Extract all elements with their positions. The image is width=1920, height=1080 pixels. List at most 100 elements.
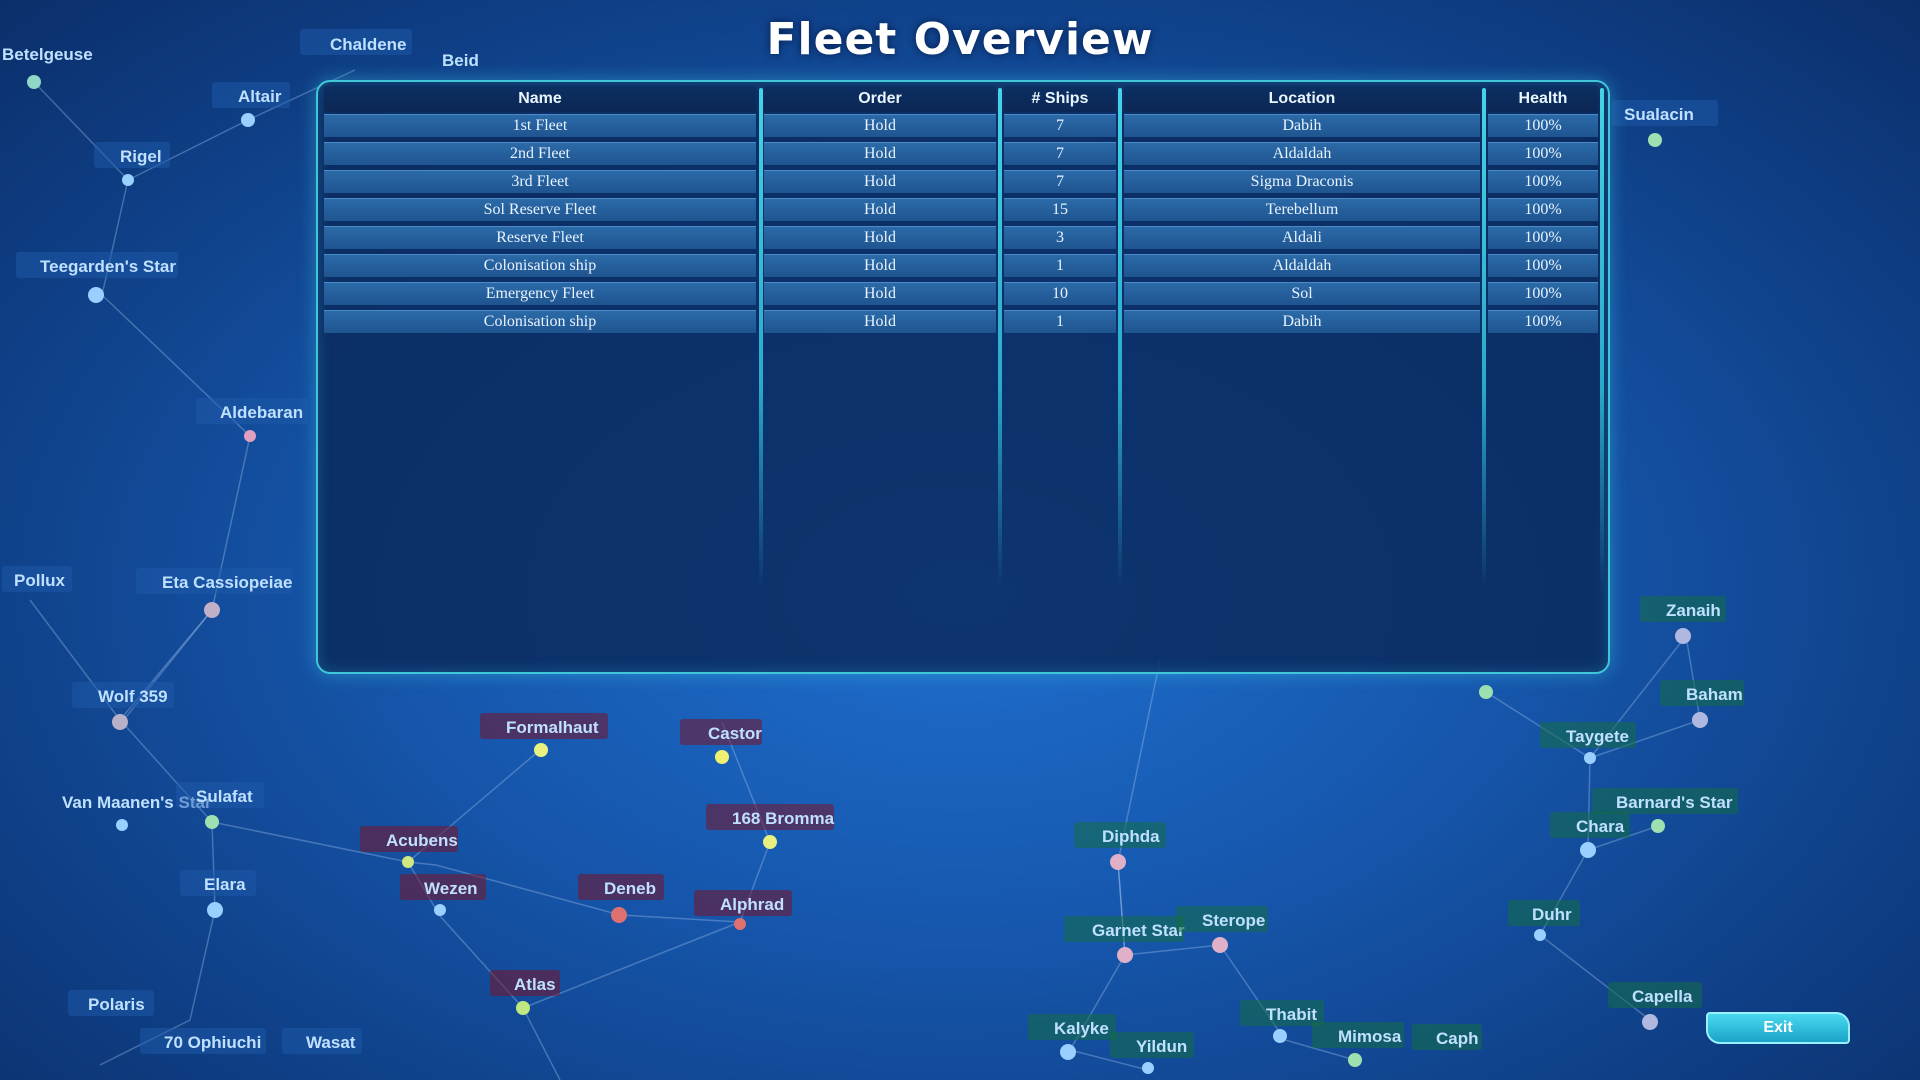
svg-text:Diphda: Diphda: [1102, 827, 1160, 846]
table-row[interactable]: 3rd Fleet Hold 7 Sigma Draconis 100%: [324, 170, 1602, 194]
star-label-chaldene[interactable]: Chaldene: [300, 29, 412, 55]
svg-text:Alphrad: Alphrad: [720, 895, 784, 914]
cell-name: 3rd Fleet: [324, 170, 756, 193]
column-header-health[interactable]: Health: [1488, 86, 1598, 112]
star-label-eta-cassiopeiae[interactable]: Eta Cassiopeiae: [136, 568, 292, 594]
svg-text:70 Ophiuchi: 70 Ophiuchi: [164, 1033, 261, 1052]
star-label-rigel[interactable]: Rigel: [94, 142, 170, 168]
star-label-beid[interactable]: Beid: [442, 51, 479, 70]
column-header-ships[interactable]: # Ships: [1004, 86, 1116, 112]
svg-text:Elara: Elara: [204, 875, 246, 894]
cell-ships: 7: [1004, 142, 1116, 165]
cell-location: Sigma Draconis: [1124, 170, 1480, 193]
svg-text:Sterope: Sterope: [1202, 911, 1265, 930]
cell-order: Hold: [764, 198, 996, 221]
cell-ships: 15: [1004, 198, 1116, 221]
star-label-polaris[interactable]: Polaris: [68, 990, 154, 1016]
cell-location: Dabih: [1124, 114, 1480, 137]
cell-location: Sol: [1124, 282, 1480, 305]
column-header-name[interactable]: Name: [324, 86, 756, 112]
star-label-sterope[interactable]: Sterope: [1176, 906, 1268, 932]
column-header-order[interactable]: Order: [764, 86, 996, 112]
svg-text:Wolf 359: Wolf 359: [98, 687, 168, 706]
cell-ships: 1: [1004, 310, 1116, 333]
star-label-formalhaut[interactable]: Formalhaut: [480, 713, 608, 739]
star-label-aldebaran[interactable]: Aldebaran: [196, 398, 308, 424]
star-label-wolf-359[interactable]: Wolf 359: [72, 682, 174, 708]
star-label-thabit[interactable]: Thabit: [1240, 1000, 1324, 1026]
star-label-castor[interactable]: Castor: [680, 719, 762, 745]
svg-text:Sulafat: Sulafat: [196, 787, 253, 806]
star-label-pollux[interactable]: Pollux: [2, 566, 72, 592]
table-row[interactable]: Sol Reserve Fleet Hold 15 Terebellum 100%: [324, 198, 1602, 222]
cell-order: Hold: [764, 226, 996, 249]
svg-text:Garnet Star: Garnet Star: [1092, 921, 1185, 940]
table-row[interactable]: 2nd Fleet Hold 7 Aldaldah 100%: [324, 142, 1602, 166]
cell-order: Hold: [764, 282, 996, 305]
cell-ships: 10: [1004, 282, 1116, 305]
star-label-deneb[interactable]: Deneb: [578, 874, 664, 900]
svg-text:Atlas: Atlas: [514, 975, 556, 994]
star-label-van-maanens-star[interactable]: Van Maanen's Star: [62, 793, 212, 812]
svg-text:Yildun: Yildun: [1136, 1037, 1187, 1056]
star-label-altair[interactable]: Altair: [212, 82, 290, 108]
star-label-sualacin[interactable]: Sualacin: [1612, 100, 1718, 126]
svg-text:Betelgeuse: Betelgeuse: [2, 45, 93, 64]
table-row[interactable]: 1st Fleet Hold 7 Dabih 100%: [324, 114, 1602, 138]
star-label-duhr[interactable]: Duhr: [1508, 900, 1580, 926]
svg-text:Rigel: Rigel: [120, 147, 162, 166]
cell-name: Sol Reserve Fleet: [324, 198, 756, 221]
star-label-yildun[interactable]: Yildun: [1110, 1032, 1194, 1058]
cell-health: 100%: [1488, 254, 1598, 277]
star-label-chara[interactable]: Chara: [1550, 812, 1630, 838]
exit-button[interactable]: Exit: [1706, 1012, 1850, 1044]
star-label-sulafat[interactable]: Sulafat: [176, 782, 264, 808]
cell-order: Hold: [764, 310, 996, 333]
star-label-wasat[interactable]: Wasat: [282, 1028, 362, 1054]
cell-health: 100%: [1488, 142, 1598, 165]
svg-text:Polaris: Polaris: [88, 995, 145, 1014]
star-label-zanaih[interactable]: Zanaih: [1640, 596, 1726, 622]
star-label-alphrad[interactable]: Alphrad: [694, 890, 792, 916]
cell-location: Aldaldah: [1124, 142, 1480, 165]
star-label-70-ophiuchi[interactable]: 70 Ophiuchi: [140, 1028, 266, 1054]
star-label-mimosa[interactable]: Mimosa: [1312, 1022, 1404, 1048]
star-label-caph[interactable]: Caph: [1412, 1024, 1482, 1050]
star-label-baham[interactable]: Baham: [1660, 680, 1744, 706]
star-label-168-bromma[interactable]: 168 Bromma: [706, 804, 835, 830]
table-row[interactable]: Colonisation ship Hold 1 Dabih 100%: [324, 310, 1602, 334]
svg-text:Chaldene: Chaldene: [330, 35, 407, 54]
star-label-wezen[interactable]: Wezen: [400, 874, 486, 900]
star-label-acubens[interactable]: Acubens: [360, 826, 458, 852]
svg-text:Chara: Chara: [1576, 817, 1625, 836]
star-label-betelgeuse[interactable]: Betelgeuse: [2, 45, 93, 64]
cell-name: Reserve Fleet: [324, 226, 756, 249]
table-row[interactable]: Reserve Fleet Hold 3 Aldali 100%: [324, 226, 1602, 250]
svg-text:Castor: Castor: [708, 724, 762, 743]
svg-text:Baham: Baham: [1686, 685, 1743, 704]
cell-health: 100%: [1488, 310, 1598, 333]
cell-name: Colonisation ship: [324, 254, 756, 277]
cell-ships: 7: [1004, 170, 1116, 193]
column-header-location[interactable]: Location: [1124, 86, 1480, 112]
star-label-barnards-star[interactable]: Barnard's Star: [1592, 788, 1738, 814]
table-row[interactable]: Colonisation ship Hold 1 Aldaldah 100%: [324, 254, 1602, 278]
star-label-diphda[interactable]: Diphda: [1074, 822, 1166, 848]
star-label-garnet-star[interactable]: Garnet Star: [1064, 916, 1185, 942]
column-separator: [1118, 88, 1122, 588]
cell-ships: 3: [1004, 226, 1116, 249]
star-label-atlas[interactable]: Atlas: [490, 970, 560, 996]
star-label-teegardens-star[interactable]: Teegarden's Star: [16, 252, 178, 278]
star-label-taygete[interactable]: Taygete: [1540, 722, 1636, 748]
svg-text:Aldebaran: Aldebaran: [220, 403, 303, 422]
cell-location: Aldali: [1124, 226, 1480, 249]
svg-text:Kalyke: Kalyke: [1054, 1019, 1109, 1038]
star-label-elara[interactable]: Elara: [180, 870, 256, 896]
svg-text:Barnard's Star: Barnard's Star: [1616, 793, 1733, 812]
svg-text:Acubens: Acubens: [386, 831, 458, 850]
star-label-capella[interactable]: Capella: [1608, 982, 1702, 1008]
svg-text:Formalhaut: Formalhaut: [506, 718, 599, 737]
table-row[interactable]: Emergency Fleet Hold 10 Sol 100%: [324, 282, 1602, 306]
star-label-kalyke[interactable]: Kalyke: [1028, 1014, 1116, 1040]
